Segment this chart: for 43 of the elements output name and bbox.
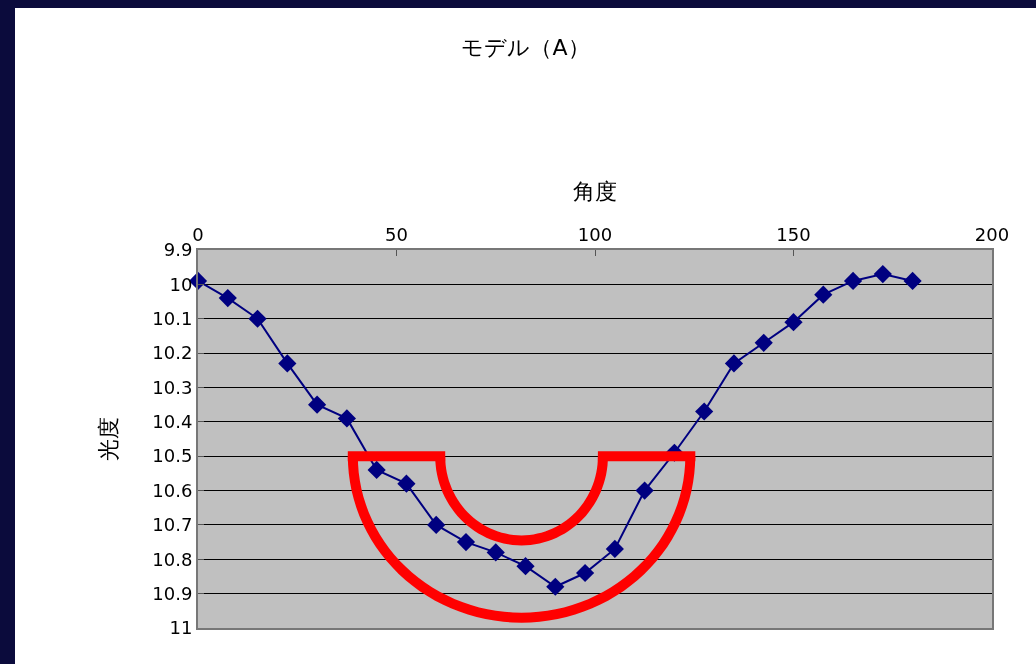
point xyxy=(843,271,863,291)
point xyxy=(218,289,237,308)
y-tick-label: 10.7 xyxy=(152,514,193,536)
point xyxy=(903,271,922,291)
point xyxy=(695,402,714,421)
point xyxy=(337,409,356,428)
x-tick-label: 0 xyxy=(192,223,204,245)
x-tick-label: 150 xyxy=(776,223,811,245)
x-tick-label: 100 xyxy=(577,223,613,245)
y-tick-label: 10.8 xyxy=(152,548,193,570)
point xyxy=(427,515,446,535)
point xyxy=(308,395,327,414)
y-tick-label: 10.1 xyxy=(152,308,193,330)
point xyxy=(724,354,744,373)
point xyxy=(546,577,565,596)
y-tick-label: 10.3 xyxy=(152,376,193,398)
point xyxy=(278,354,297,373)
point xyxy=(367,460,386,480)
x-tick-label: 200 xyxy=(974,223,1010,245)
y-axis-title: 光度 xyxy=(95,417,121,461)
point xyxy=(784,313,803,332)
y-tick-label: 10 xyxy=(169,273,193,295)
point xyxy=(248,309,267,328)
y-tick-label: 11 xyxy=(169,617,193,639)
y-tick-label: 10.6 xyxy=(152,479,193,501)
x-axis-title: 角度 xyxy=(573,179,617,205)
point xyxy=(873,264,892,284)
y-tick-label: 9.9 xyxy=(163,239,193,261)
point xyxy=(814,285,833,304)
chart-title: モデル（A） xyxy=(461,35,590,61)
point xyxy=(456,532,476,552)
point xyxy=(397,474,416,493)
point xyxy=(754,333,773,352)
y-tick-label: 10.5 xyxy=(152,445,193,467)
point xyxy=(635,481,654,500)
y-tick-label: 10.9 xyxy=(152,582,193,604)
y-tick-label: 10.2 xyxy=(152,342,193,364)
point xyxy=(605,539,624,559)
y-tick-label: 10.4 xyxy=(152,411,193,433)
point xyxy=(516,557,535,576)
point xyxy=(575,563,595,583)
x-tick-label: 50 xyxy=(385,223,408,245)
point xyxy=(486,543,505,562)
